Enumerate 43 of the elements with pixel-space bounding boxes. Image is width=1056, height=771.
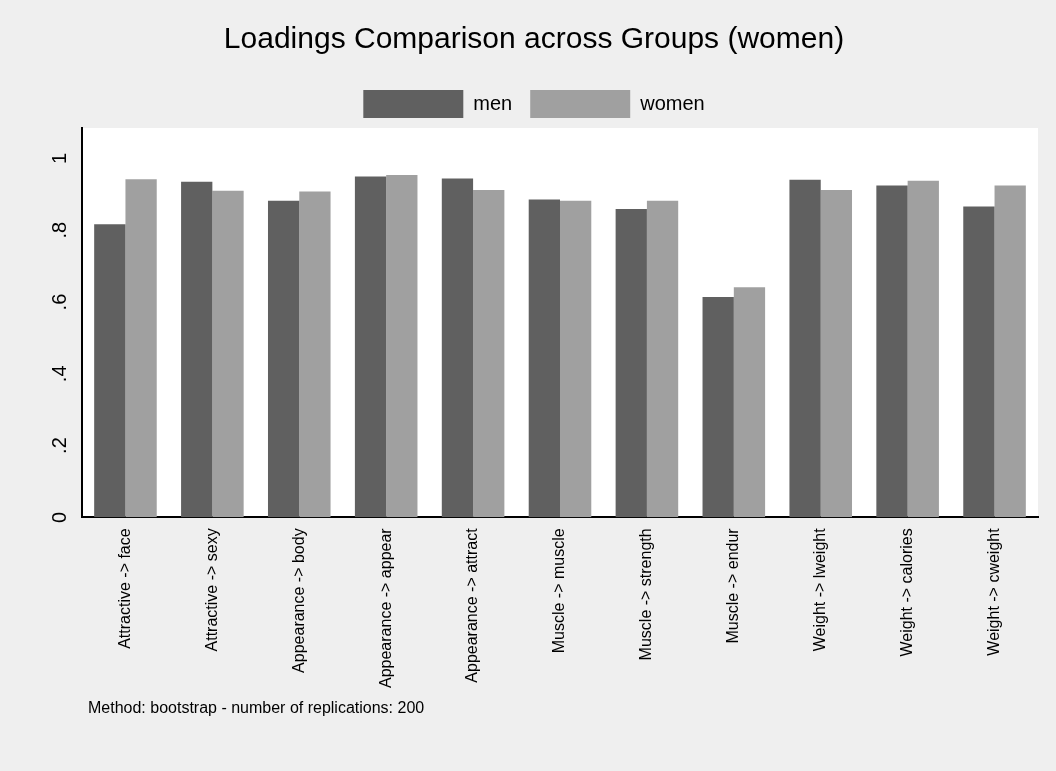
x-tick-label: Attractive -> face [115, 528, 133, 649]
bar [181, 181, 213, 518]
x-tick-label: Muscle -> strength [637, 528, 655, 661]
x-tick-label: Appearance -> body [289, 528, 307, 673]
legend-label: women [639, 91, 705, 114]
bar [994, 185, 1026, 518]
bar [876, 185, 908, 518]
x-tick-label: Weight -> cweight [984, 527, 1002, 656]
x-tick-label: Muscle -> endur [724, 527, 742, 644]
bar [963, 206, 995, 518]
bar [299, 191, 331, 518]
y-tick-label: 0 [47, 511, 70, 523]
bar [702, 297, 734, 518]
x-tick-label: Attractive -> sexy [202, 528, 220, 652]
y-tick-label: .2 [47, 437, 70, 454]
bar [646, 200, 679, 518]
bar [212, 190, 244, 518]
bar [267, 200, 300, 518]
bar [615, 209, 647, 518]
chart-title: Loadings Comparison across Groups (women) [223, 21, 845, 55]
y-tick-label: .8 [47, 221, 70, 239]
bar [473, 190, 505, 518]
bar [789, 179, 821, 518]
legend-label: men [473, 91, 513, 114]
bar [125, 179, 157, 518]
x-tick-label: Appearance -> appear [376, 527, 394, 688]
bar [94, 224, 126, 518]
y-tick-label: .6 [47, 293, 70, 311]
bar [441, 178, 474, 518]
x-tick-label: Weight -> lweight [811, 527, 829, 652]
y-tick-label: 1 [47, 152, 70, 165]
bar [560, 200, 592, 518]
x-tick-label: Weight -> calories [898, 528, 916, 657]
x-tick-label: Appearance -> attract [463, 527, 481, 683]
bar [820, 190, 853, 518]
text: Method: bootstrap - number of replications: 200 [88, 699, 425, 716]
bar [354, 176, 387, 518]
x-tick-label: Muscle -> muscle [550, 528, 568, 654]
bar [733, 287, 766, 518]
bar [528, 199, 560, 518]
y-tick-label: .4 [47, 365, 70, 383]
bar [907, 180, 939, 518]
bar [386, 175, 418, 518]
